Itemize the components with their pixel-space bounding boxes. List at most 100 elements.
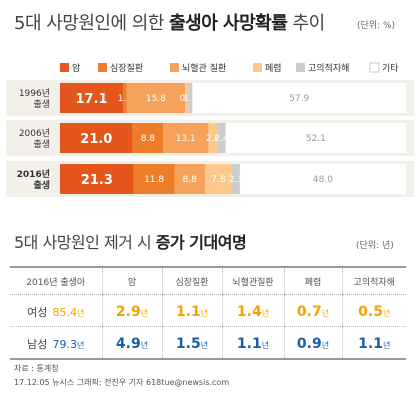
page-title: 5대 사망원인에 의한 출생아 사망확률 추이	[14, 6, 344, 42]
bar-segment	[185, 83, 189, 113]
data-label: 21.0	[80, 132, 112, 147]
legend-swatch	[170, 63, 179, 72]
legend-swatch	[369, 62, 380, 73]
value-cell: 1.1년	[341, 326, 406, 360]
data-label: 2.3	[229, 175, 243, 185]
legend-label: 뇌혈관 질환	[182, 62, 226, 74]
value-suffix: 년	[140, 309, 149, 318]
value-cell: 1.4년	[221, 294, 284, 327]
bar-segment	[123, 83, 127, 113]
data-label: 11.8	[144, 175, 164, 185]
value: 1.1	[175, 304, 201, 320]
row-label-cell: 남성 79.3년	[10, 326, 102, 360]
column-header: 암	[101, 266, 162, 295]
value-suffix: 년	[200, 309, 209, 318]
category-label: 출생	[33, 139, 50, 150]
data-label: 17.1	[75, 92, 107, 107]
life-expectancy-value: 79.3	[52, 338, 77, 351]
data-label: 15.8	[146, 94, 166, 104]
value: 1.5	[175, 336, 201, 352]
value-suffix: 년	[261, 341, 270, 350]
value: 1.4	[236, 304, 262, 320]
category-label: 출생	[33, 99, 50, 110]
bar-segment	[208, 123, 218, 153]
bar-segment	[132, 123, 164, 153]
data-label: 7.8	[211, 175, 226, 185]
row-label-cell: 여성 85.4년	[10, 294, 102, 327]
chart-legend: 암 심장질환 뇌혈관 질환 폐렴 고의적자해 기타	[60, 62, 399, 74]
bar-segment	[204, 164, 232, 194]
value-cell: 0.5년	[341, 294, 406, 327]
life-expectancy-value: 85.4	[52, 306, 77, 319]
value: 1.1	[236, 336, 262, 352]
value-suffix: 년	[382, 341, 391, 350]
value-suffix: 년	[321, 341, 330, 350]
data-label: 13.1	[176, 134, 196, 144]
title-post: 추이	[287, 13, 326, 34]
column-header: 2016년 출생아	[10, 266, 102, 295]
data-label: 8.8	[183, 175, 198, 185]
bar-segment	[225, 123, 406, 153]
source-note: 자료 : 통계청 17.12.05 뉴시스 그래픽: 전진우 기자 618tue…	[14, 362, 394, 390]
value-cell: 0.7년	[283, 294, 342, 327]
bar-segment	[192, 83, 406, 113]
value-cell: 1.1년	[221, 326, 284, 360]
value-cell: 1.5년	[161, 326, 222, 360]
legend-label: 기타	[382, 63, 399, 74]
bar-segment	[60, 83, 124, 113]
data-label: 2.4	[214, 134, 229, 144]
life-expectancy-suffix: 년	[76, 341, 85, 350]
bar-segment	[188, 83, 193, 113]
value-cell: 2.9년	[101, 294, 162, 327]
bar-segment	[217, 123, 226, 153]
value-cell: 1.1년	[161, 294, 222, 327]
chart-unit: (단위: %)	[357, 21, 396, 31]
value-suffix: 년	[261, 309, 270, 318]
credit-text: 17.12.05 뉴시스 그래픽: 전진우 기자 618tue@newsis.c…	[14, 378, 230, 387]
data-label: 2.6	[206, 134, 221, 144]
table-row: 여성 85.4년 2.9년 1.1년 1.4년 0.7년 0.5년	[10, 294, 406, 327]
table-title: 5대 사망원인 제거 시 증가 기대여명	[14, 228, 344, 258]
source-text: 자료 : 통계청	[14, 364, 59, 373]
value: 2.9	[115, 304, 141, 320]
data-label: 1.1	[183, 94, 197, 104]
table-title-pre: 5대 사망원인 제거 시	[14, 233, 156, 252]
value: 0.5	[358, 304, 383, 320]
value: 1.1	[358, 336, 383, 352]
bar-segment	[239, 164, 406, 194]
life-expectancy-suffix: 년	[76, 309, 85, 318]
row-label: 여성	[27, 306, 48, 319]
table-row: 남성 79.3년 4.9년 1.5년 1.1년 0.9년 1.1년	[10, 326, 406, 360]
category-label: 출생	[33, 179, 50, 191]
column-header: 뇌혈관질환	[221, 266, 284, 295]
value-cell: 4.9년	[101, 326, 162, 360]
bar-segment	[60, 164, 134, 194]
legend-swatch	[253, 63, 262, 72]
table-header-row: 2016년 출생아 암 심장질환 뇌혈관질환 폐렴 고의적자해	[10, 266, 406, 295]
bar-segment	[174, 164, 205, 194]
life-expectancy-table: 2016년 출생아 암 심장질환 뇌혈관질환 폐렴 고의적자해 여성 85.4년…	[10, 266, 406, 360]
bar-segment	[231, 164, 240, 194]
value-cell: 0.9년	[283, 326, 342, 360]
category-label: 1996년	[19, 88, 50, 99]
bar-segment	[133, 164, 175, 194]
value-suffix: 년	[140, 341, 149, 350]
value: 0.9	[296, 336, 322, 352]
title-bold: 출생아 사망확률	[169, 13, 288, 34]
data-label: 21.3	[81, 173, 113, 188]
column-header: 심장질환	[161, 266, 222, 295]
data-label: 0.9	[180, 94, 195, 104]
legend-label: 암	[72, 62, 80, 74]
column-header: 폐렴	[283, 266, 342, 295]
legend-label: 폐렴	[265, 62, 282, 74]
value: 0.7	[296, 304, 322, 320]
legend-swatch	[296, 63, 305, 72]
data-label: 1.0	[118, 94, 133, 104]
table-title-bold: 증가 기대여명	[155, 233, 247, 252]
category-label: 2016년	[17, 168, 50, 180]
bar-segment	[126, 83, 186, 113]
bar-segment	[60, 123, 133, 153]
column-header: 고의적자해	[341, 266, 406, 295]
